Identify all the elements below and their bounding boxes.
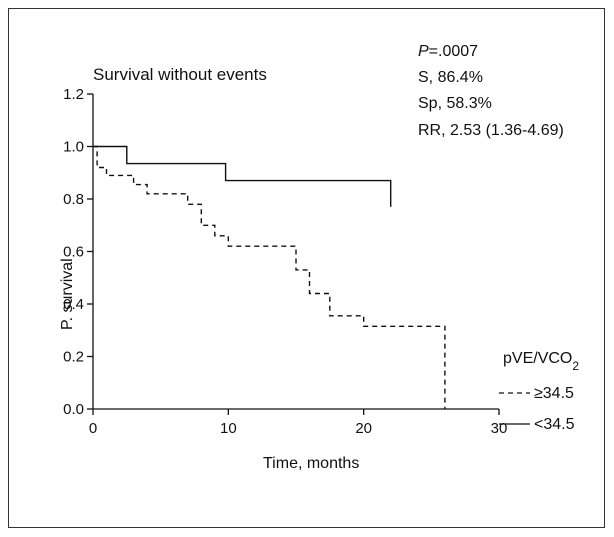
legend-label-low: <34.5 (534, 416, 575, 433)
relative-risk-text: RR, 2.53 (1.36-4.69) (418, 122, 564, 139)
x-tick-label: 30 (491, 420, 508, 437)
y-tick-label: 0.4 (63, 296, 84, 313)
x-tick-label: 10 (220, 420, 237, 437)
p-value-prefix: P (418, 43, 429, 60)
y-tick-label: 0.8 (63, 191, 84, 208)
specificity-text: Sp, 58.3% (418, 95, 492, 112)
legend-title-subscript: 2 (572, 359, 579, 373)
survival-curves (93, 145, 446, 409)
legend: pVE/VCO2 ≥34.5 <34.5 (499, 350, 579, 433)
y-tick-label: 0.6 (63, 244, 84, 261)
y-axis-label: P. survival (59, 258, 76, 330)
y-tick-label: 1.2 (63, 86, 84, 103)
figure-frame (8, 8, 605, 528)
p-value: =.0007 (429, 43, 478, 60)
legend-title: pVE/VCO2 (503, 350, 579, 373)
y-tick-label: 1.0 (63, 139, 84, 156)
curve-high-dashed (93, 145, 446, 409)
y-ticks: 0.0 0.2 0.4 0.6 0.8 1.0 1.2 (63, 86, 93, 418)
p-value-text: P=.0007 (418, 43, 478, 60)
y-tick-label: 0.2 (63, 349, 84, 366)
x-tick-label: 20 (355, 420, 372, 437)
x-tick-label: 0 (89, 420, 97, 437)
x-ticks: 0 10 20 30 (89, 409, 508, 437)
axes: 0.0 0.2 0.4 0.6 0.8 1.0 1.2 0 10 20 30 (63, 86, 507, 437)
curve-low-solid (93, 145, 392, 207)
sensitivity-text: S, 86.4% (418, 69, 483, 86)
chart-title: Survival without events (93, 65, 267, 84)
legend-label-high: ≥34.5 (534, 385, 574, 402)
y-tick-label: 0.0 (63, 401, 84, 418)
legend-title-text: pVE/VCO (503, 350, 572, 367)
stats-block: P=.0007 S, 86.4% Sp, 58.3% RR, 2.53 (1.3… (418, 43, 564, 139)
x-axis-label: Time, months (263, 455, 359, 472)
